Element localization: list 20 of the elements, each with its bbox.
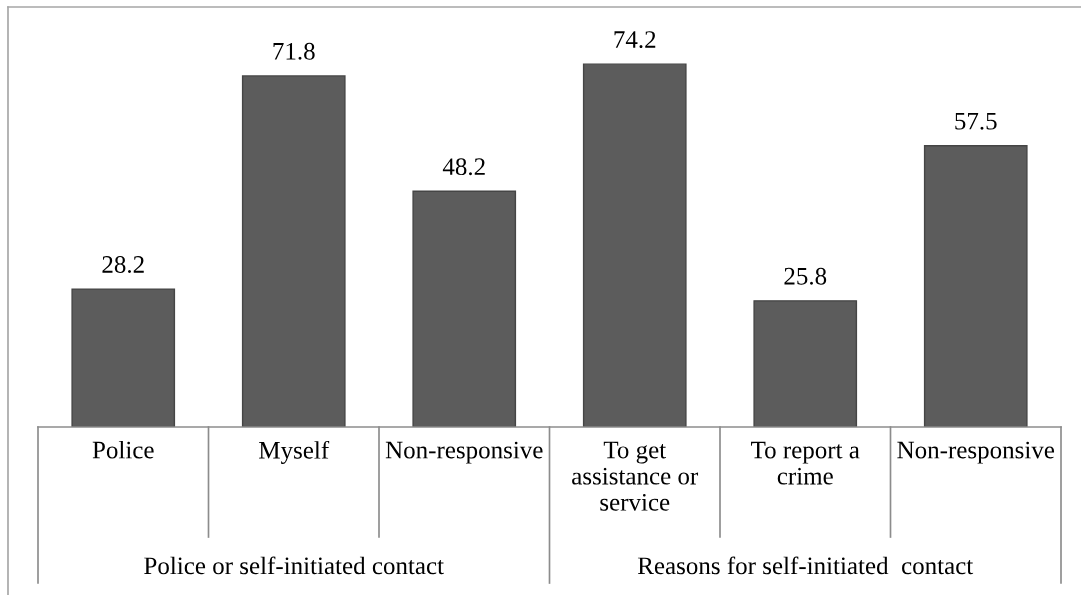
data-label: 25.8: [784, 267, 827, 285]
text: Police or self-initiated contact: [144, 556, 444, 575]
data-label: 57.5: [955, 113, 997, 130]
x-tick-label: Police: [92, 440, 154, 459]
bar: [412, 190, 517, 427]
text: Reasons for self-initiated contact: [637, 556, 974, 575]
bar: [923, 145, 1028, 427]
data-label: 48.2: [442, 158, 485, 176]
x-tick-label: Myself: [259, 440, 330, 464]
bar: [241, 75, 346, 427]
data-label: 71.8: [273, 42, 315, 60]
bar: [71, 288, 176, 427]
bar: [582, 63, 687, 427]
x-tick-label: To report a crime: [751, 441, 860, 485]
data-label: 28.2: [102, 256, 144, 274]
bar: [753, 300, 858, 427]
x-tick-label: Non-responsive: [897, 441, 1055, 464]
x-tick-label: To get assistance or service: [572, 441, 699, 511]
data-label: 74.2: [614, 31, 656, 49]
x-tick-label: Non-responsive: [385, 441, 543, 464]
